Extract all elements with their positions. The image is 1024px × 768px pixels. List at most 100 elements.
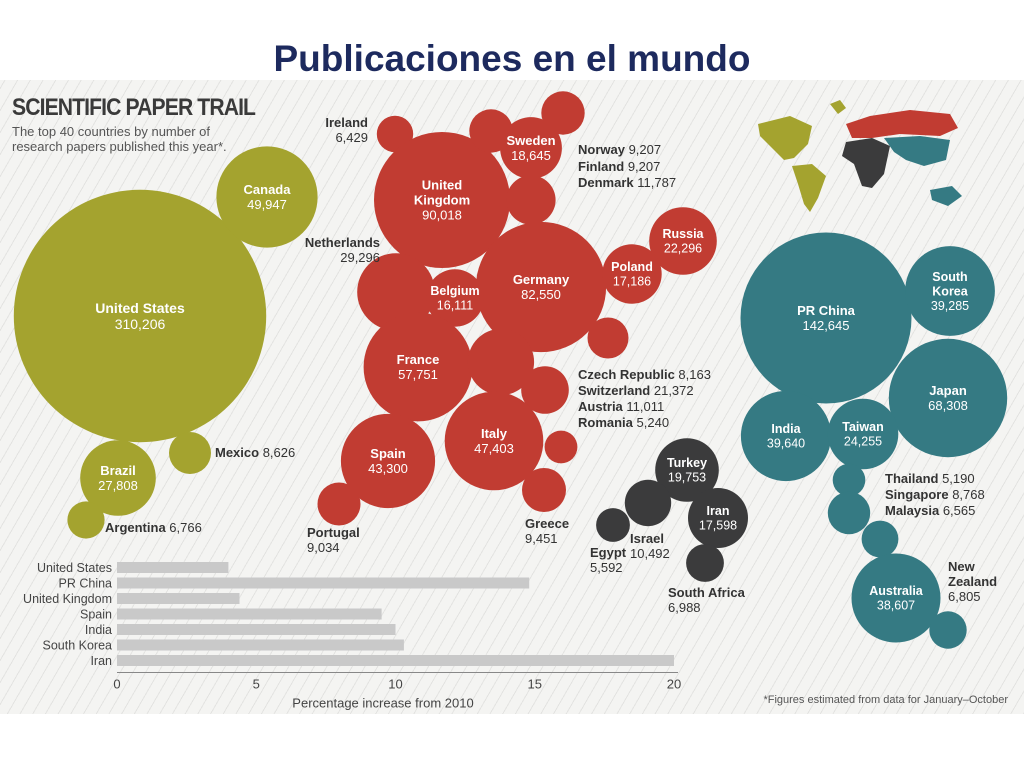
- bar-label-south-korea: South Korea: [43, 639, 113, 653]
- bubble-label-austria: Austria 11,011: [578, 399, 664, 414]
- bubble-label-united-states: United States 310,206: [95, 300, 185, 332]
- map-africa: [842, 138, 890, 188]
- bubble-label-south-africa: South Africa 6,988: [668, 585, 746, 615]
- bar-united-states: [117, 562, 229, 573]
- bar-label-pr-china: PR China: [59, 577, 113, 591]
- bubble-label-israel: Israel 10,492: [630, 531, 670, 561]
- bubble-thailand: [832, 463, 866, 497]
- bubble-label-egypt: Egypt 5,592: [590, 545, 627, 575]
- x-tick-label: 15: [528, 677, 542, 692]
- bubble-singapore: [827, 491, 871, 535]
- bubble-netherlands: [357, 253, 435, 331]
- bubble-label-singapore: Singapore 8,768: [885, 487, 985, 502]
- world-map: [758, 100, 962, 212]
- bubble-label-brazil: Brazil 27,808: [98, 463, 138, 493]
- page-title: Publicaciones en el mundo: [273, 38, 751, 79]
- bubble-chart: United States 310,206 Canada 49,947 Brazil 27…: [13, 91, 1008, 711]
- bubble-label-netherlands: Netherlands 29,296: [305, 235, 380, 265]
- bubble-label-switzerland: Switzerland 21,372: [578, 383, 694, 398]
- bubble-label-new-zealand: New Zealand 6,805: [948, 559, 997, 604]
- bubble-australia: [851, 553, 941, 643]
- bubble-label-japan: Japan 68,308: [928, 383, 968, 413]
- bubble-label-germany: Germany 82,550: [513, 272, 570, 302]
- x-axis-title: Percentage increase from 2010: [292, 696, 473, 711]
- bubble-sweden: [500, 117, 562, 179]
- bubble-label-finland: Finland 9,207: [578, 159, 660, 174]
- map-australia: [930, 186, 962, 206]
- bubble-south-africa: [686, 544, 724, 582]
- infographic-title: SCIENTIFIC PAPER TRAIL: [12, 94, 256, 121]
- bubble-egypt: [596, 508, 630, 542]
- bubble-mexico: [169, 432, 211, 474]
- bubble-malaysia: [861, 520, 899, 558]
- bubble-label-russia: Russia 22,296: [663, 227, 705, 256]
- bar-label-spain: Spain: [80, 608, 112, 622]
- bubble-czech-republic: [587, 317, 629, 359]
- bubble-label-south-korea: South Korea 39,285: [931, 270, 969, 313]
- bubble-label-thailand: Thailand 5,190: [885, 471, 975, 486]
- bubble-label-mexico: Mexico 8,626: [215, 445, 295, 460]
- bubble-label-united-kingdom: United Kingdom 90,018: [414, 178, 470, 223]
- x-tick-label: 20: [667, 677, 681, 692]
- infographic-subtitle: The top 40 countries by number of resear…: [12, 124, 227, 154]
- bubble-label-portugal: Portugal 9,034: [307, 525, 360, 555]
- bubble-spain: [340, 413, 436, 509]
- map-north-america: [758, 116, 812, 160]
- bubble-denmark: [506, 175, 556, 225]
- bubble-label-sweden: Sweden 18,645: [506, 133, 555, 163]
- x-tick-label: 10: [388, 677, 402, 692]
- bubble-ireland: [376, 115, 414, 153]
- bubble-japan: [888, 338, 1008, 458]
- bubble-pr-china: [740, 232, 912, 404]
- x-tick-label: 5: [253, 677, 260, 692]
- bubble-new-zealand: [929, 611, 967, 649]
- bar-label-india: India: [85, 623, 112, 637]
- bubble-label-turkey: Turkey 19,753: [667, 456, 707, 485]
- bubble-romania: [544, 430, 578, 464]
- bubble-labels: United States 310,206 Canada 49,947 Brazil 27…: [95, 115, 997, 615]
- bubble-label-iran: Iran 17,598: [699, 504, 737, 533]
- bubble-south-korea: [905, 246, 995, 336]
- bubble-canada: [216, 146, 318, 248]
- map-greenland: [830, 100, 846, 114]
- bubble-label-canada: Canada 49,947: [244, 182, 292, 212]
- bar-label-iran: Iran: [90, 654, 112, 668]
- bubbles: [13, 91, 1008, 649]
- bar-label-united-kingdom: United Kingdom: [23, 592, 112, 606]
- bubble-label-romania: Romania 5,240: [578, 415, 669, 430]
- bubble-austria: [521, 366, 569, 414]
- bubble-greece: [522, 468, 566, 512]
- bubble-label-australia: Australia 38,607: [869, 584, 924, 613]
- bubble-label-poland: Poland 17,186: [611, 260, 653, 289]
- bubble-italy: [444, 391, 544, 491]
- bubble-label-india: India 39,640: [767, 422, 805, 451]
- bar-iran: [117, 655, 674, 666]
- bubble-label-denmark: Denmark 11,787: [578, 175, 676, 190]
- bubble-germany: [475, 221, 607, 353]
- bubble-label-czech-republic: Czech Republic 8,163: [578, 367, 711, 382]
- bubble-argentina: [67, 501, 105, 539]
- bubble-turkey: [655, 438, 719, 502]
- bubble-finland: [469, 109, 513, 153]
- infographic: United States 310,206 Canada 49,947 Brazil 27…: [0, 80, 1024, 714]
- bubble-united-states: [13, 189, 267, 443]
- bar-label-united-states: United States: [37, 561, 112, 575]
- bubble-label-norway: Norway 9,207: [578, 142, 661, 157]
- bubble-portugal: [317, 482, 361, 526]
- bubble-label-belgium: Belgium 16,111: [430, 284, 479, 313]
- bubble-label-argentina: Argentina 6,766: [105, 520, 202, 535]
- bubble-poland: [602, 244, 662, 304]
- bubble-israel: [624, 479, 672, 527]
- bubble-label-italy: Italy 47,403: [474, 426, 514, 456]
- bubble-label-pr-china: PR China 142,645: [797, 303, 856, 333]
- bubble-brazil: [80, 440, 156, 516]
- bubble-taiwan: [827, 398, 899, 470]
- map-south-america: [792, 164, 826, 212]
- bubble-label-spain: Spain 43,300: [368, 446, 408, 476]
- bubble-label-greece: Greece 9,451: [525, 516, 569, 546]
- bubble-label-ireland: Ireland 6,429: [325, 115, 368, 145]
- bar-spain: [117, 608, 382, 620]
- x-tick-label: 0: [113, 677, 120, 692]
- bubble-norway: [541, 91, 585, 135]
